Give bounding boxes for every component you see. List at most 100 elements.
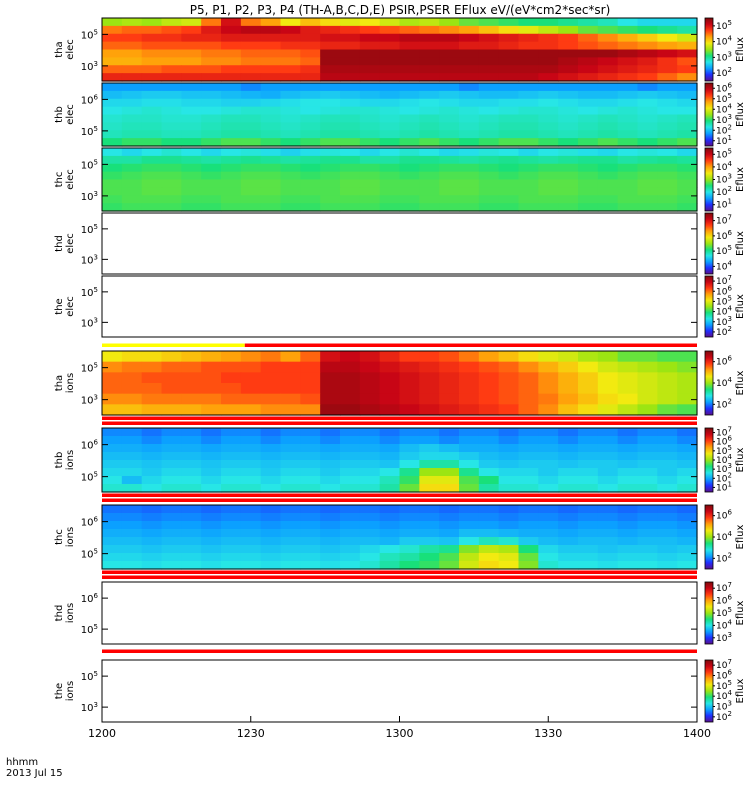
heatmap-cell	[102, 49, 123, 58]
heatmap-cell	[280, 393, 301, 405]
heatmap-cell	[359, 148, 381, 157]
heatmap-cell	[558, 372, 579, 384]
heatmap-cell	[439, 114, 460, 123]
heatmap-cell	[221, 460, 242, 469]
x-tick-label: 1200	[88, 727, 116, 740]
heatmap-cell	[478, 33, 500, 43]
heatmap-cell	[280, 505, 301, 514]
heatmap-cell	[181, 65, 202, 74]
heatmap-cell	[141, 361, 163, 373]
heatmap-cell	[121, 163, 143, 173]
heatmap-cell	[340, 187, 361, 196]
heatmap-cell	[459, 98, 480, 108]
heatmap-cell	[478, 383, 500, 395]
heatmap-cell	[340, 163, 361, 173]
heatmap-cell	[617, 138, 639, 147]
heatmap-cell	[617, 90, 639, 100]
heatmap-cell	[121, 171, 143, 181]
y-axis-title-probe: thc	[54, 172, 65, 188]
heatmap-cell	[320, 383, 341, 395]
heatmap-cell	[260, 484, 282, 493]
panel-frame	[101, 350, 698, 416]
heatmap-cell	[240, 41, 262, 51]
heatmap-cell	[459, 393, 480, 405]
heatmap-cell	[518, 545, 539, 554]
heatmap-cell	[300, 460, 321, 469]
heatmap-cell	[201, 436, 222, 445]
heatmap-cell	[498, 383, 520, 395]
heatmap-cell	[677, 545, 698, 554]
heatmap-cell	[340, 195, 361, 204]
heatmap-cell	[201, 18, 222, 27]
heatmap-cell	[498, 155, 520, 165]
heatmap-cell	[399, 545, 420, 554]
heatmap-cell	[300, 545, 321, 554]
heatmap-cell	[379, 130, 401, 139]
heatmap-cell	[221, 529, 242, 538]
heatmap-cell	[518, 203, 539, 212]
heatmap-cell	[558, 393, 579, 405]
heatmap-cell	[518, 148, 539, 157]
heatmap-cell	[459, 65, 480, 74]
heatmap-cell	[578, 361, 599, 373]
heatmap-cell	[161, 529, 182, 538]
heatmap-cell	[538, 25, 559, 35]
heatmap-cell	[181, 33, 202, 43]
heatmap-cell	[419, 203, 440, 212]
heatmap-cell	[518, 372, 539, 384]
y-tick-label: 105	[81, 548, 98, 561]
heatmap-cell	[161, 98, 182, 108]
heatmap-cell	[657, 393, 678, 405]
heatmap-cell	[419, 18, 440, 27]
heatmap-cell	[221, 452, 242, 461]
heatmap-cell	[260, 444, 282, 453]
colorbar-label: Eflux	[735, 600, 746, 625]
heatmap-cell	[597, 351, 619, 363]
heatmap-cell	[320, 476, 341, 485]
heatmap-cell	[478, 513, 500, 522]
heatmap-cell	[597, 179, 619, 188]
heatmap-cell	[320, 484, 341, 493]
heatmap-cell	[498, 90, 520, 100]
heatmap-cell	[260, 83, 282, 92]
heatmap-cell	[578, 25, 599, 35]
heatmap-cell	[637, 372, 658, 384]
heatmap-cell	[181, 18, 202, 27]
heatmap-cell	[459, 148, 480, 157]
colorbar-tick-label: 104	[716, 376, 732, 389]
heatmap-cell	[518, 98, 539, 108]
heatmap-cell	[161, 537, 182, 546]
heatmap-cell	[201, 155, 222, 165]
heatmap-cell	[181, 90, 202, 100]
heatmap-cell	[498, 561, 520, 570]
heatmap-cell	[459, 25, 480, 35]
heatmap-cell	[320, 428, 341, 437]
heatmap-cell	[399, 179, 420, 188]
heatmap-cell	[597, 25, 619, 35]
heatmap-cell	[121, 513, 143, 522]
heatmap-cell	[399, 41, 420, 51]
heatmap-cell	[459, 521, 480, 530]
heatmap-cell	[399, 83, 420, 92]
heatmap-cell	[181, 404, 202, 416]
heatmap-cell	[617, 460, 639, 469]
heatmap-cell	[578, 98, 599, 108]
heatmap-cell	[439, 484, 460, 493]
heatmap-cell	[102, 98, 123, 108]
heatmap-cell	[558, 404, 579, 416]
heatmap-cell	[637, 179, 658, 188]
heatmap-cell	[379, 98, 401, 108]
heatmap-cell	[558, 203, 579, 212]
heatmap-cell	[181, 372, 202, 384]
heatmap-cell	[498, 436, 520, 445]
heatmap-cell	[617, 468, 639, 477]
heatmap-cell	[379, 18, 401, 27]
heatmap-cell	[399, 351, 420, 363]
heatmap-cell	[419, 521, 440, 530]
status-bar	[102, 493, 697, 502]
heatmap-cell	[121, 203, 143, 212]
colorbar-tick-label: 102	[716, 123, 732, 136]
heatmap-cell	[121, 393, 143, 405]
heatmap-cell	[161, 553, 182, 562]
